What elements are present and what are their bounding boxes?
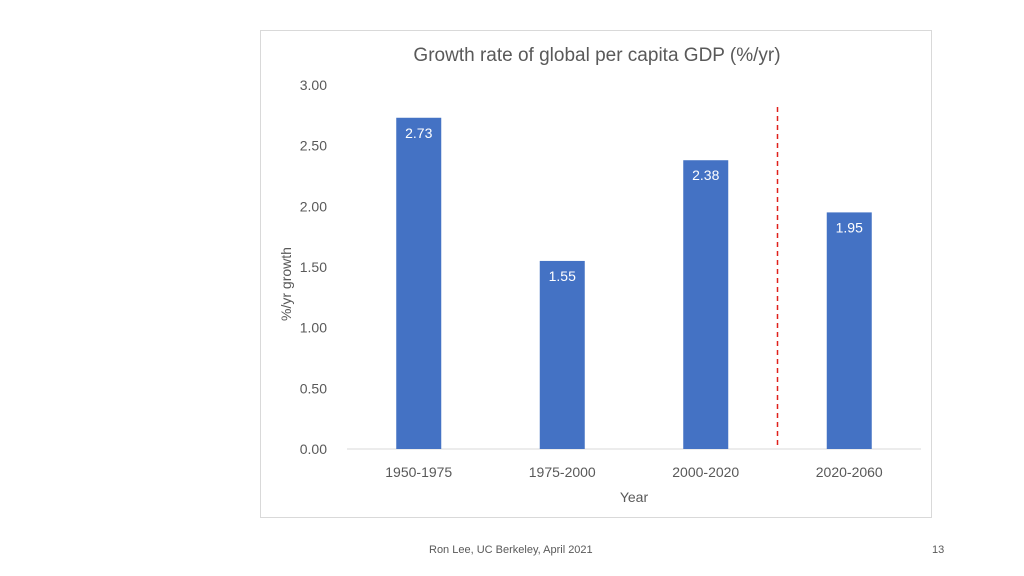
bar-chart: Growth rate of global per capita GDP (%/…: [278, 45, 921, 505]
bar: [396, 117, 442, 449]
x-tick-label: 2000-2020: [672, 464, 739, 480]
y-tick-label: 0.50: [300, 380, 327, 396]
slide-number: 13: [932, 544, 945, 556]
y-axis-label: %/yr growth: [278, 247, 294, 321]
chart-title: Growth rate of global per capita GDP (%/…: [413, 45, 780, 66]
bar-data-label: 1.95: [836, 219, 863, 235]
y-tick-label: 2.50: [300, 138, 327, 154]
y-tick-label: 1.00: [300, 320, 327, 336]
y-tick-label: 2.00: [300, 198, 327, 214]
y-tick-label: 1.50: [300, 259, 327, 275]
chart-frame: Growth rate of global per capita GDP (%/…: [260, 30, 932, 518]
footer-credit: Ron Lee, UC Berkeley, April 2021: [429, 544, 593, 556]
bar-data-label: 1.55: [549, 268, 576, 284]
x-tick-label: 1950-1975: [385, 464, 452, 480]
bar-data-label: 2.38: [692, 167, 719, 183]
x-tick-label: 2020-2060: [816, 464, 883, 480]
x-axis-label: Year: [620, 489, 649, 505]
bar: [826, 212, 872, 449]
y-tick-label: 0.00: [300, 441, 327, 457]
y-tick-label: 3.00: [300, 77, 327, 93]
x-tick-label: 1975-2000: [529, 464, 596, 480]
bar-data-label: 2.73: [405, 125, 432, 141]
bar: [683, 160, 729, 449]
bar: [539, 260, 585, 449]
